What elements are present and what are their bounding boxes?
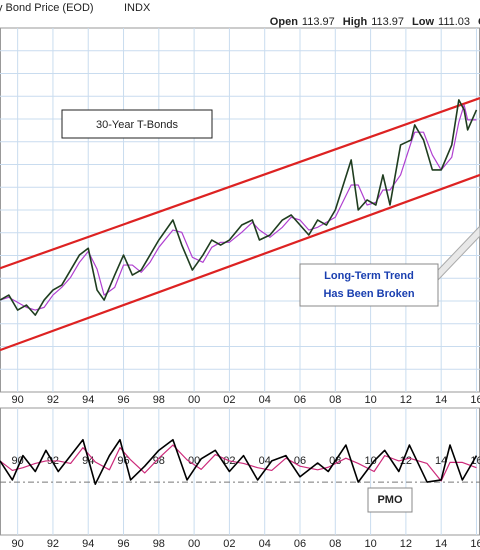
x-tick-label: 98: [153, 394, 165, 406]
quote-label: Open: [270, 16, 298, 28]
x-tick-label: 14: [435, 394, 447, 406]
quote-value: 113.97: [371, 16, 404, 28]
x-tick-label: 00: [188, 394, 200, 406]
x-tick-label: 96: [117, 394, 129, 406]
x-tick-label: 92: [47, 538, 59, 550]
x-tick-label: 06: [294, 394, 306, 406]
x-tick-label: 10: [364, 394, 376, 406]
annotation-box: [367, 487, 413, 513]
x-tick-label: 04: [259, 455, 271, 467]
annotation: 30-Year T-Bonds: [96, 119, 178, 131]
annotation-box: [299, 263, 439, 307]
x-tick-label: 94: [82, 538, 94, 550]
series-line: [0, 104, 477, 311]
x-tick-label: 00: [188, 538, 200, 550]
x-tick-label: 94: [82, 394, 94, 406]
x-tick-label: 10: [364, 538, 376, 550]
x-tick-label: 96: [117, 538, 129, 550]
trend-line: [0, 97, 480, 270]
x-tick-label: 12: [400, 538, 412, 550]
chart-title: y Bond Price (EOD): [0, 2, 94, 14]
chart-subtitle: INDX: [124, 2, 151, 14]
annotation-box: [61, 109, 213, 139]
annotation: Has Been Broken: [323, 288, 414, 300]
x-tick-label: 10: [364, 455, 376, 467]
x-tick-label: 14: [435, 455, 447, 467]
x-tick-label: 02: [223, 394, 235, 406]
quote-value: 113.97: [302, 16, 335, 28]
quote-label: High: [343, 16, 368, 28]
x-tick-label: 14: [435, 538, 447, 550]
x-tick-label: 90: [12, 538, 24, 550]
x-tick-label: 98: [153, 455, 165, 467]
x-tick-label: 98: [153, 538, 165, 550]
x-tick-label: 16: [470, 394, 480, 406]
x-tick-label: 08: [329, 538, 341, 550]
x-tick-label: 02: [223, 538, 235, 550]
quote-value: 111.03: [438, 16, 470, 28]
x-tick-label: 16: [470, 455, 480, 467]
x-tick-label: 06: [294, 538, 306, 550]
x-tick-label: 06: [294, 455, 306, 467]
x-tick-label: 04: [259, 538, 271, 550]
x-tick-label: 90: [12, 455, 24, 467]
x-tick-label: 08: [329, 394, 341, 406]
series-line: [0, 444, 477, 482]
annotation: PMO: [377, 494, 403, 506]
annotation: Long-Term Trend: [324, 270, 414, 282]
x-tick-label: 04: [259, 394, 271, 406]
x-tick-label: 12: [400, 394, 412, 406]
x-tick-label: 92: [47, 394, 59, 406]
series-line: [0, 438, 478, 486]
x-tick-label: 16: [470, 538, 480, 550]
quote-label: C: [478, 16, 480, 28]
series-line: [0, 99, 478, 316]
quote-label: Low: [412, 16, 434, 28]
x-tick-label: 90: [12, 394, 24, 406]
trend-line: [0, 173, 480, 352]
